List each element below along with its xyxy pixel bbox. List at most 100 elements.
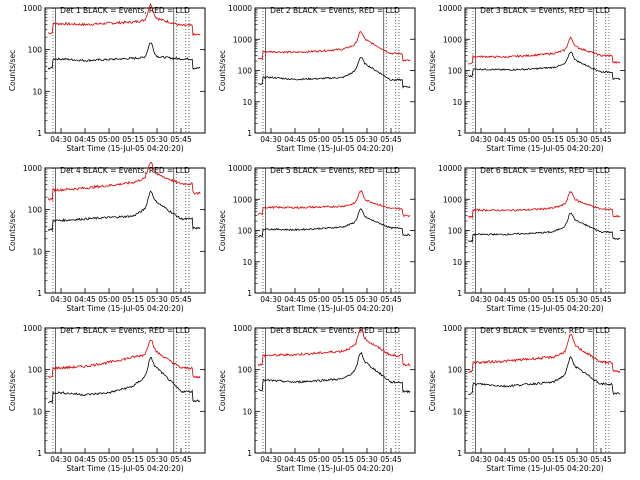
y-tick-label: 10 <box>242 98 252 107</box>
y-tick-label: 10 <box>242 407 252 416</box>
y-tick-label: 1 <box>457 129 462 138</box>
lld-series-line <box>47 339 201 379</box>
events-series-line <box>467 51 621 81</box>
detector-panel-7: Det 7 BLACK = Events, RED = LLD Counts/se… <box>8 324 206 473</box>
y-tick-label: 1000 <box>233 195 252 204</box>
x-tick-label: 04:45 <box>74 455 96 464</box>
events-series-line <box>47 42 201 70</box>
y-axis-label: Counts/sec <box>218 210 227 251</box>
panel-title: Det 5 BLACK = Events, RED = LLD <box>270 166 400 175</box>
x-tick-label: 05:15 <box>542 455 564 464</box>
y-tick-label: 10000 <box>438 4 462 13</box>
detector-panel-3: Det 3 BLACK = Events, RED = LLD Counts/se… <box>428 4 626 153</box>
y-tick-label: 1000 <box>443 35 462 44</box>
y-tick-label: 1 <box>457 289 462 298</box>
x-tick-label: 05:45 <box>380 295 402 304</box>
x-tick-label: 05:45 <box>170 295 192 304</box>
x-tick-label: 05:45 <box>590 455 612 464</box>
plot-frame <box>44 167 206 294</box>
y-tick-label: 1000 <box>23 164 42 173</box>
x-axis-label: Start Time (15-Jul-05 04:20:20) <box>66 464 183 473</box>
x-tick-label: 05:45 <box>590 135 612 144</box>
y-tick-label: 100 <box>28 46 43 55</box>
x-tick-label: 05:15 <box>542 135 564 144</box>
x-tick-label: 04:30 <box>50 455 72 464</box>
x-tick-label: 04:30 <box>50 295 72 304</box>
x-tick-label: 04:30 <box>260 295 282 304</box>
y-tick-label: 100 <box>238 227 253 236</box>
events-series-line <box>47 356 201 404</box>
y-tick-label: 10000 <box>228 164 252 173</box>
x-axis-label: Start Time (15-Jul-05 04:20:20) <box>486 144 603 153</box>
detector-panel-1: Det 1 BLACK = Events, RED = LLD Counts/se… <box>8 2 206 153</box>
x-tick-label: 05:15 <box>332 135 354 144</box>
detector-panel-4: Det 4 BLACK = Events, RED = LLD Counts/se… <box>8 161 206 313</box>
events-series-line <box>258 351 411 394</box>
x-tick-label: 05:45 <box>380 455 402 464</box>
y-tick-label: 10 <box>452 258 462 267</box>
x-axis-label: Start Time (15-Jul-05 04:20:20) <box>486 304 603 313</box>
x-tick-label: 05:15 <box>332 455 354 464</box>
y-axis-label: Counts/sec <box>428 210 437 251</box>
panel-title: Det 2 BLACK = Events, RED = LLD <box>270 6 400 15</box>
detector-panel-6: Det 6 BLACK = Events, RED = LLD Counts/se… <box>428 164 626 313</box>
y-tick-label: 100 <box>28 206 43 215</box>
y-tick-label: 100 <box>238 67 253 76</box>
y-tick-label: 10 <box>32 407 42 416</box>
x-axis-label: Start Time (15-Jul-05 04:20:20) <box>66 304 183 313</box>
x-axis-label: Start Time (15-Jul-05 04:20:20) <box>276 144 393 153</box>
x-tick-label: 05:30 <box>146 295 168 304</box>
x-tick-label: 05:00 <box>518 455 540 464</box>
x-tick-label: 05:00 <box>98 295 120 304</box>
detector-panel-9: Det 9 BLACK = Events, RED = LLD Counts/se… <box>428 324 626 473</box>
plot-frame <box>44 7 206 134</box>
y-tick-label: 100 <box>28 366 43 375</box>
x-tick-label: 04:30 <box>260 455 282 464</box>
x-tick-label: 04:45 <box>284 455 306 464</box>
plot-frame <box>44 327 206 454</box>
x-tick-label: 04:45 <box>494 295 516 304</box>
x-axis-label: Start Time (15-Jul-05 04:20:20) <box>486 464 603 473</box>
x-tick-label: 05:30 <box>566 295 588 304</box>
x-tick-label: 05:00 <box>98 455 120 464</box>
lld-series-line <box>48 2 201 36</box>
x-tick-label: 05:15 <box>122 135 144 144</box>
plot-frame <box>254 327 416 454</box>
x-tick-label: 05:15 <box>122 295 144 304</box>
y-tick-label: 10000 <box>228 4 252 13</box>
panel-title: Det 9 BLACK = Events, RED = LLD <box>480 326 610 335</box>
lld-series-line <box>47 161 201 202</box>
y-tick-label: 100 <box>448 67 463 76</box>
y-tick-label: 1000 <box>23 324 42 333</box>
x-axis-label: Start Time (15-Jul-05 04:20:20) <box>276 304 393 313</box>
panel-title: Det 7 BLACK = Events, RED = LLD <box>60 326 190 335</box>
x-tick-label: 05:45 <box>170 455 192 464</box>
x-tick-label: 04:45 <box>494 455 516 464</box>
x-tick-label: 05:00 <box>518 135 540 144</box>
y-axis-label: Counts/sec <box>8 210 17 251</box>
x-tick-label: 04:30 <box>470 455 492 464</box>
y-tick-label: 1000 <box>233 35 252 44</box>
y-tick-label: 10000 <box>438 164 462 173</box>
y-tick-label: 1000 <box>23 4 42 13</box>
y-axis-label: Counts/sec <box>428 50 437 91</box>
x-tick-label: 05:00 <box>308 295 330 304</box>
plot-frame <box>254 7 416 134</box>
x-tick-label: 04:30 <box>470 295 492 304</box>
x-tick-label: 05:15 <box>332 295 354 304</box>
plot-frame <box>464 167 626 294</box>
panel-title: Det 1 BLACK = Events, RED = LLD <box>60 6 190 15</box>
x-tick-label: 04:30 <box>260 135 282 144</box>
y-axis-label: Counts/sec <box>218 50 227 91</box>
x-axis-label: Start Time (15-Jul-05 04:20:20) <box>66 144 183 153</box>
x-tick-label: 05:45 <box>380 135 402 144</box>
x-tick-label: 05:00 <box>98 135 120 144</box>
x-tick-label: 04:30 <box>470 135 492 144</box>
x-tick-label: 05:15 <box>122 455 144 464</box>
lld-series-line <box>257 328 411 367</box>
x-tick-label: 04:45 <box>494 135 516 144</box>
x-tick-label: 05:30 <box>566 455 588 464</box>
plot-frame <box>464 7 626 134</box>
y-tick-label: 1000 <box>443 324 462 333</box>
